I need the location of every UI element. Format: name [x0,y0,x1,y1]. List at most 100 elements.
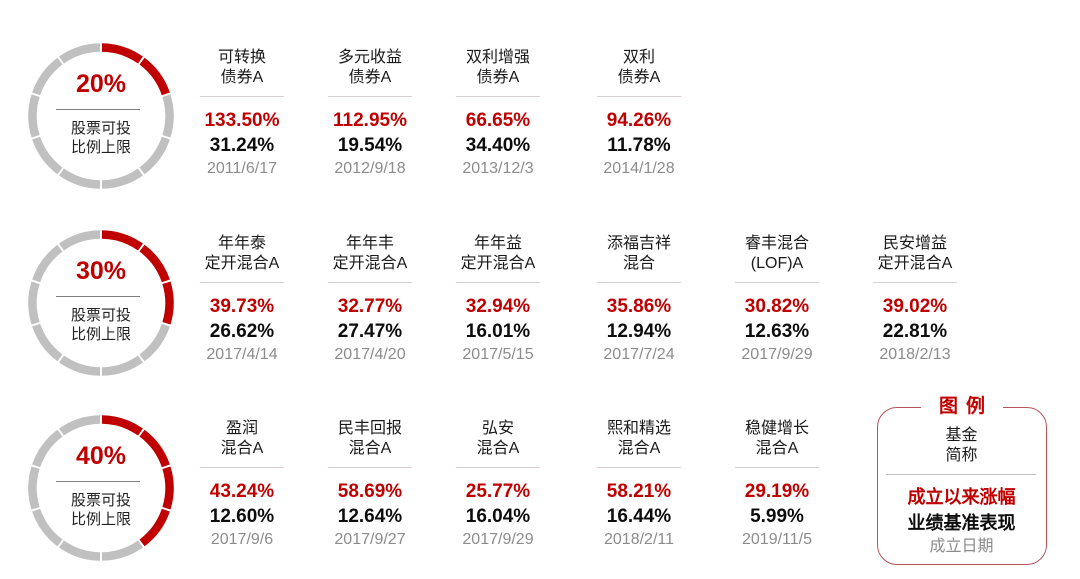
fund-name: 年年益 定开混合A [460,235,536,272]
ring-divider [56,109,140,110]
fund-name: 民安增益 定开混合A [877,235,953,272]
fund-benchmark: 16.04% [465,506,531,527]
fund-return: 58.69% [337,481,403,502]
fund-benchmark: 27.47% [337,321,403,342]
fund-benchmark: 31.24% [209,135,275,156]
legend-fund-name-line1: 基金 [945,427,978,444]
fund-divider [597,282,681,283]
fund-card: 年年丰 定开混合A 32.77% 27.47% 2017/4/20 [320,234,420,365]
legend-fund-name-line2: 简称 [945,447,978,464]
fund-return: 112.95% [333,110,407,131]
segmented-ring-icon [28,230,174,376]
fund-inception-date: 2019/11/5 [742,531,812,548]
fund-benchmark: 12.63% [744,321,810,342]
fund-benchmark: 16.01% [465,321,531,342]
legend-date-label: 成立日期 [929,538,994,555]
fund-name: 双利 债券A [617,49,661,86]
fund-divider [735,282,819,283]
fund-return: 133.50% [204,110,280,131]
equity-cap-label-line2: 比例上限 [70,139,131,156]
equity-cap-percent: 30% [75,257,127,285]
fund-inception-date: 2017/4/20 [334,346,406,363]
fund-return: 32.77% [337,296,403,317]
fund-inception-date: 2017/9/27 [334,531,406,548]
fund-card: 多元收益 债券A 112.95% 19.54% 2012/9/18 [320,48,420,179]
fund-inception-date: 2017/4/14 [206,346,278,363]
ring-divider [56,296,140,297]
ring-divider [56,481,140,482]
legend-box: 图例 基金 简称 成立以来涨幅 业绩基准表现 成立日期 [877,395,1047,565]
fund-card: 可转换 债券A 133.50% 31.24% 2011/6/17 [192,48,292,179]
fund-return: 39.73% [209,296,275,317]
legend-fund-name: 基金 简称 [878,426,1045,466]
equity-cap-label-line1: 股票可投 [70,492,131,509]
fund-return: 94.26% [606,110,672,131]
fund-return: 29.19% [744,481,810,502]
fund-card: 民丰回报 混合A 58.69% 12.64% 2017/9/27 [320,419,420,550]
fund-return: 35.86% [606,296,672,317]
fund-return: 58.21% [606,481,672,502]
fund-divider [456,467,540,468]
fund-return: 39.02% [882,296,948,317]
fund-card: 双利增强 债券A 66.65% 34.40% 2013/12/3 [448,48,548,179]
fund-inception-date: 2018/2/11 [604,531,674,548]
legend-title: 图例 [921,395,1003,419]
fund-card: 添福吉祥 混合 35.86% 12.94% 2017/7/24 [589,234,689,365]
fund-inception-date: 2017/9/6 [210,531,274,548]
fund-card: 年年泰 定开混合A 39.73% 26.62% 2017/4/14 [192,234,292,365]
fund-benchmark: 12.60% [209,506,275,527]
fund-benchmark: 5.99% [750,506,804,527]
fund-divider [328,282,412,283]
fund-benchmark: 12.64% [337,506,403,527]
legend-benchmark-label: 业绩基准表现 [907,513,1016,533]
fund-card: 稳健增长 混合A 29.19% 5.99% 2019/11/5 [727,419,827,550]
fund-name: 添福吉祥 混合 [606,235,671,272]
fund-card: 熙和精选 混合A 58.21% 16.44% 2018/2/11 [589,419,689,550]
fund-benchmark: 22.81% [882,321,948,342]
fund-divider [597,96,681,97]
fund-card: 民安增益 定开混合A 39.02% 22.81% 2018/2/13 [865,234,965,365]
fund-divider [328,96,412,97]
equity-cap-label-line2: 比例上限 [70,326,131,343]
fund-divider [328,467,412,468]
fund-divider [200,96,284,97]
fund-name: 年年丰 定开混合A [332,235,408,272]
fund-divider [200,467,284,468]
fund-inception-date: 2012/9/18 [334,160,406,177]
fund-name: 睿丰混合 (LOF)A [744,235,809,272]
equity-cap-ring-40: 40% 股票可投 比例上限 [28,415,174,561]
fund-inception-date: 2017/9/29 [741,346,813,363]
equity-cap-percent: 40% [75,442,127,470]
legend-return-label: 成立以来涨幅 [907,487,1016,507]
fund-return: 66.65% [465,110,531,131]
fund-divider [200,282,284,283]
equity-cap-label: 股票可投 比例上限 [28,119,174,157]
fund-return: 43.24% [209,481,275,502]
segmented-ring-icon [28,415,174,561]
fund-inception-date: 2014/1/28 [603,160,675,177]
fund-divider [873,282,957,283]
equity-cap-ring-20: 20% 股票可投 比例上限 [28,43,174,189]
equity-cap-label: 股票可投 比例上限 [28,306,174,344]
fund-card: 盈润 混合A 43.24% 12.60% 2017/9/6 [192,419,292,550]
legend-divider [886,474,1036,475]
fund-benchmark: 19.54% [337,135,403,156]
fund-inception-date: 2013/12/3 [462,160,534,177]
equity-cap-label: 股票可投 比例上限 [28,491,174,529]
equity-cap-percent: 20% [75,70,127,98]
equity-cap-label-line1: 股票可投 [70,307,131,324]
fund-name: 民丰回报 混合A [337,420,402,457]
fund-name: 年年泰 定开混合A [204,235,280,272]
fund-inception-date: 2017/9/29 [462,531,534,548]
fund-return: 30.82% [744,296,810,317]
equity-cap-label-line1: 股票可投 [70,120,131,137]
fund-inception-date: 2011/6/17 [207,160,277,177]
equity-cap-ring-30: 30% 股票可投 比例上限 [28,230,174,376]
fund-return: 25.77% [465,481,531,502]
fund-name: 多元收益 债券A [337,49,402,86]
fund-card: 睿丰混合 (LOF)A 30.82% 12.63% 2017/9/29 [727,234,827,365]
fund-card: 年年益 定开混合A 32.94% 16.01% 2017/5/15 [448,234,548,365]
fund-card: 双利 债券A 94.26% 11.78% 2014/1/28 [589,48,689,179]
fund-benchmark: 12.94% [606,321,672,342]
fund-name: 双利增强 债券A [465,49,530,86]
